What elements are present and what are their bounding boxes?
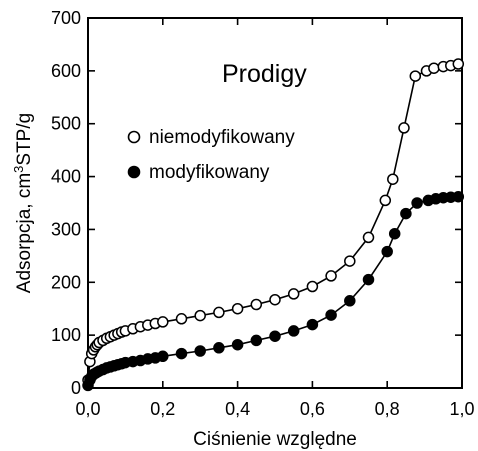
y-tick-label: 700	[51, 8, 81, 28]
data-point-modyfikowany	[194, 345, 206, 357]
data-point-niemodyfikowany	[194, 309, 206, 322]
y-tick-label: 600	[51, 61, 81, 81]
y-tick-label: 300	[51, 219, 81, 239]
x-axis-title: Ciśnienie względne	[193, 429, 357, 450]
y-tick-label: 400	[51, 167, 81, 187]
axis-ticks: 0,0 0,2 0,4 0,6 0,8 1,0 0 100 200 300 400 500 600 700	[51, 8, 475, 419]
data-point-modyfikowany	[362, 273, 375, 286]
x-tick-label: 0,4	[225, 399, 250, 419]
data-point-modyfikowany	[250, 334, 263, 347]
x-tick-label: 0,6	[300, 399, 325, 419]
data-point-modyfikowany	[325, 309, 337, 321]
data-point-modyfikowany	[157, 350, 169, 363]
data-point-modyfikowany	[213, 342, 225, 354]
data-point-niemodyfikowany	[306, 280, 319, 293]
y-axis-title-main: Adsorpcja, cm	[14, 173, 35, 293]
data-point-modyfikowany	[175, 347, 188, 360]
y-tick-label: 0	[71, 378, 81, 398]
data-point-modyfikowany	[400, 207, 412, 220]
legend-label-modyfikowany: modyfikowany	[149, 162, 270, 183]
data-point-niemodyfikowany	[175, 313, 188, 325]
y-axis-title: Adsorpcja, cm3STP/g	[11, 113, 35, 293]
data-point-niemodyfikowany	[362, 231, 375, 244]
data-point-niemodyfikowany	[325, 270, 337, 282]
x-tick-label: 0,0	[75, 399, 100, 419]
data-point-niemodyfikowany	[387, 173, 399, 185]
data-point-niemodyfikowany	[269, 293, 281, 306]
data-point-modyfikowany	[388, 227, 401, 240]
data-point-niemodyfikowany	[379, 194, 392, 207]
legend: niemodyfikowany modyfikowany	[127, 127, 295, 183]
data-point-niemodyfikowany	[250, 298, 263, 311]
x-tick-label: 0,8	[375, 399, 400, 419]
data-point-niemodyfikowany	[213, 306, 225, 319]
data-point-modyfikowany	[269, 330, 281, 342]
data-point-modyfikowany	[381, 245, 393, 258]
y-axis-title-tail: STP/g	[14, 113, 35, 166]
data-point-niemodyfikowany	[428, 62, 440, 74]
data-point-niemodyfikowany	[409, 70, 422, 82]
legend-marker-open-circle	[127, 130, 141, 144]
data-point-modyfikowany	[411, 197, 423, 209]
chart-title: Prodigy	[222, 60, 307, 88]
x-tick-label: 1,0	[449, 399, 474, 419]
legend-marker-filled-circle	[127, 165, 141, 179]
legend-label-niemodyfikowany: niemodyfikowany	[149, 127, 295, 148]
data-point-modyfikowany	[344, 295, 356, 307]
data-point-niemodyfikowany	[287, 288, 300, 300]
data-point-modyfikowany	[452, 190, 465, 203]
data-point-niemodyfikowany	[398, 122, 410, 134]
data-point-niemodyfikowany	[344, 255, 356, 267]
y-tick-label: 100	[51, 325, 81, 345]
data-point-niemodyfikowany	[157, 316, 169, 328]
plot-frame	[87, 17, 463, 389]
data-point-niemodyfikowany	[452, 58, 465, 70]
y-tick-label: 200	[51, 272, 81, 292]
y-tick-label: 500	[51, 114, 81, 134]
data-point-niemodyfikowany	[231, 302, 244, 315]
data-point-modyfikowany	[306, 318, 319, 331]
y-axis-title-sup: 3	[11, 166, 26, 173]
data-point-modyfikowany	[231, 338, 244, 351]
x-tick-label: 0,2	[150, 399, 175, 419]
data-point-modyfikowany	[287, 325, 300, 337]
series-layer	[82, 58, 465, 392]
